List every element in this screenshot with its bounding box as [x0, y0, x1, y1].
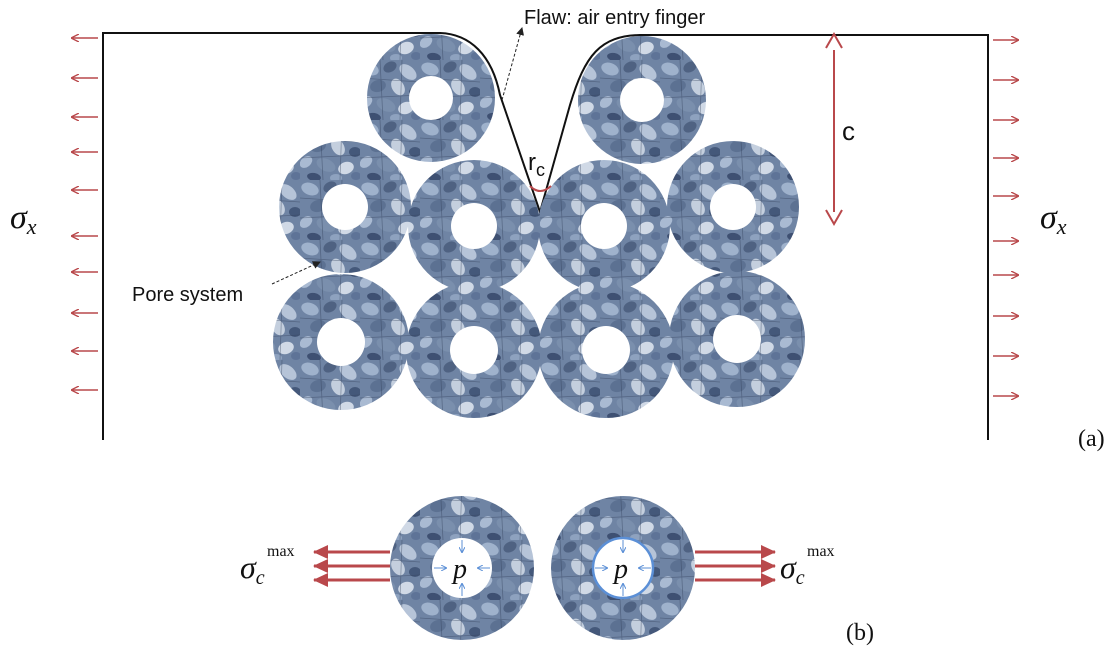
- pore-pressure-arrows-left: [434, 540, 490, 596]
- sigma-c-left-subscript: c: [256, 567, 265, 589]
- sigma-c-left-symbol: σ: [240, 549, 257, 585]
- sigma-c-right-label: σc: [780, 549, 805, 589]
- flaw-leader-line: [501, 27, 524, 101]
- grain: [279, 141, 411, 273]
- flaw-label: Flaw: air entry finger: [524, 7, 706, 29]
- pressurized-pore-outline: [591, 536, 655, 600]
- grain: [407, 159, 541, 293]
- pressure-label-left: p: [451, 554, 467, 585]
- crack-depth-arrow: [825, 31, 843, 227]
- sigma-c-left-label: σc: [240, 549, 265, 589]
- sigma-x-right-symbol: σ: [1040, 199, 1058, 236]
- grain: [390, 496, 534, 640]
- panel-b-label: (b): [846, 620, 874, 646]
- sigma-c-right-subscript: c: [796, 567, 805, 589]
- sigma-x-left-symbol: σ: [10, 199, 28, 236]
- grain: [667, 141, 799, 273]
- sigma-x-left-label: σx: [10, 199, 37, 239]
- grain: [551, 496, 695, 640]
- sigma-x-right-subscript: x: [1056, 214, 1067, 239]
- crack-depth-label: c: [842, 116, 855, 146]
- grain: [538, 160, 670, 292]
- pressure-label-right: p: [612, 554, 628, 585]
- grain: [669, 271, 805, 407]
- grain: [578, 36, 706, 164]
- sigma-c-right-superscript: max: [807, 543, 835, 560]
- grain: [406, 282, 542, 418]
- sigma-x-right-label: σx: [1040, 199, 1067, 239]
- radius-label: rc: [528, 149, 545, 180]
- pore-system-label: Pore system: [132, 284, 243, 306]
- right-traction-arrows: [993, 40, 1018, 396]
- capillary-stress-arrows-right: [695, 545, 776, 587]
- radius-subscript: c: [536, 160, 545, 180]
- left-traction-arrows: [72, 38, 98, 390]
- grain-group-a: [273, 34, 805, 418]
- pore-pressure-arrows-right: [595, 540, 651, 596]
- sigma-c-right-symbol: σ: [780, 549, 797, 585]
- sigma-c-left-superscript: max: [267, 543, 295, 560]
- grain-group-b: [390, 496, 695, 640]
- pore-leader-line: [271, 261, 321, 285]
- grain: [273, 274, 409, 410]
- radius-symbol: r: [528, 149, 536, 176]
- panel-a-label: (a): [1078, 426, 1105, 452]
- grain: [367, 34, 495, 162]
- flaw-tip-radius: [529, 185, 552, 192]
- capillary-stress-arrows-left: [313, 545, 390, 587]
- grain: [538, 282, 674, 418]
- sigma-x-left-subscript: x: [26, 214, 37, 239]
